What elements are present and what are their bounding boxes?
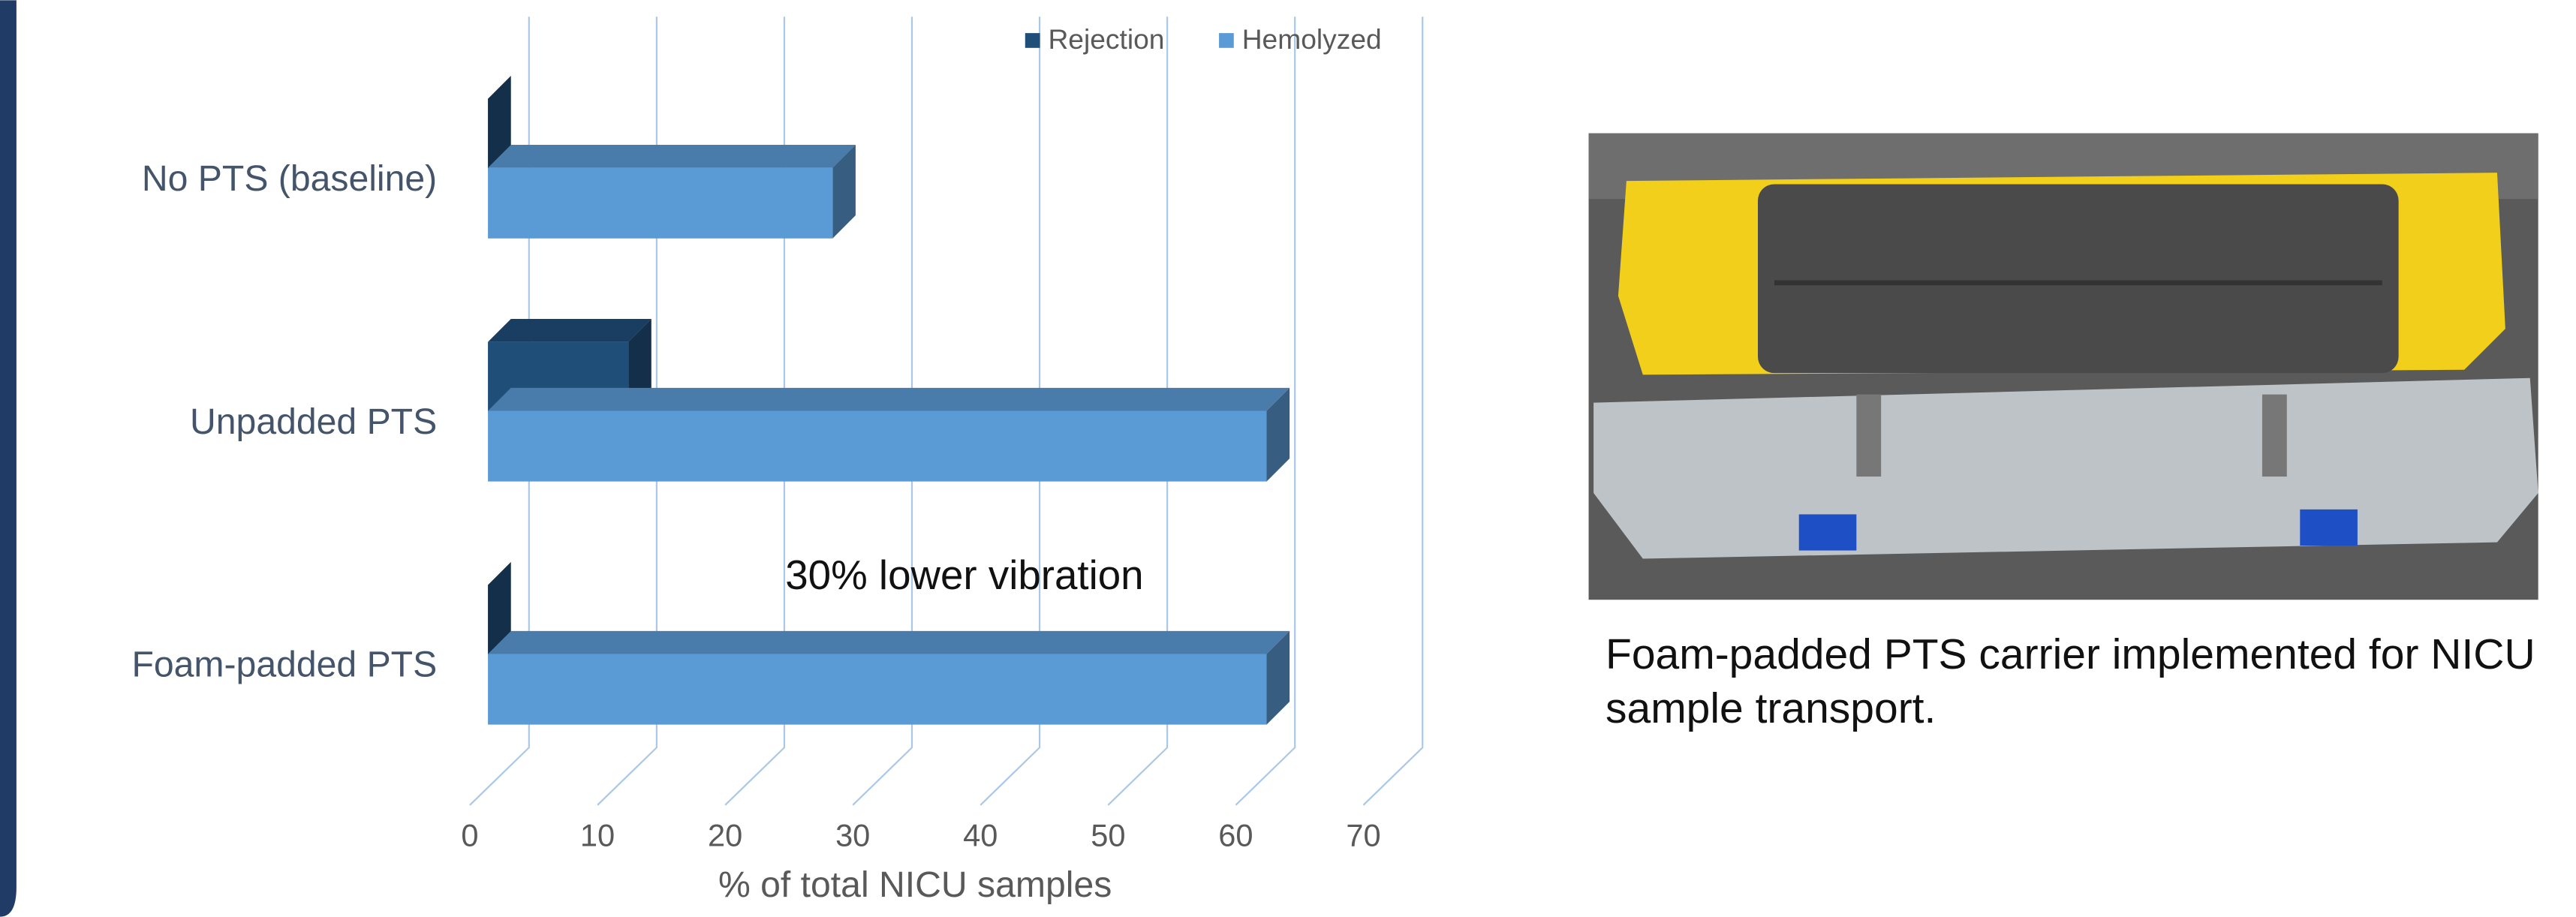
x-tick-label: 0	[461, 818, 478, 853]
legend-label: Hemolyzed	[1242, 23, 1382, 55]
bar-front	[488, 411, 1266, 482]
side-border	[0, 0, 17, 916]
grid-line	[1363, 17, 1422, 805]
bar-top	[488, 388, 1290, 411]
page: {"chart_data": {"type": "bar3d", "orient…	[0, 0, 2576, 917]
bar-top	[488, 319, 652, 342]
bar	[488, 388, 1290, 482]
category-label: Foam-padded PTS	[131, 645, 437, 685]
bar	[488, 631, 1290, 725]
photo-caption: Foam-padded PTS carrier implemented for …	[1605, 627, 2544, 735]
bar-top	[488, 145, 856, 168]
category-label: Unpadded PTS	[190, 401, 437, 442]
bar-front	[488, 654, 1266, 724]
x-tick-label: 50	[1091, 818, 1125, 853]
legend-label: Rejection	[1048, 23, 1164, 55]
x-tick-label: 20	[708, 818, 742, 853]
bar-front	[488, 168, 832, 239]
category-label: No PTS (baseline)	[142, 158, 437, 199]
x-axis-title: % of total NICU samples	[718, 864, 1112, 905]
photo	[1589, 134, 2538, 600]
annotation: 30% lower vibration	[785, 552, 1143, 598]
x-tick-label: 70	[1346, 818, 1380, 853]
x-tick-label: 40	[963, 818, 998, 853]
x-tick-label: 60	[1218, 818, 1253, 853]
chart: 0 10 20 30 40 50 60 70 % of total NICU samples No…	[0, 0, 2576, 917]
x-tick-label: 10	[580, 818, 615, 853]
bar-top	[488, 631, 1290, 654]
bar	[488, 145, 856, 239]
x-tick-label: 30	[835, 818, 870, 853]
legend-swatch	[1219, 33, 1234, 48]
legend-swatch	[1025, 33, 1040, 48]
